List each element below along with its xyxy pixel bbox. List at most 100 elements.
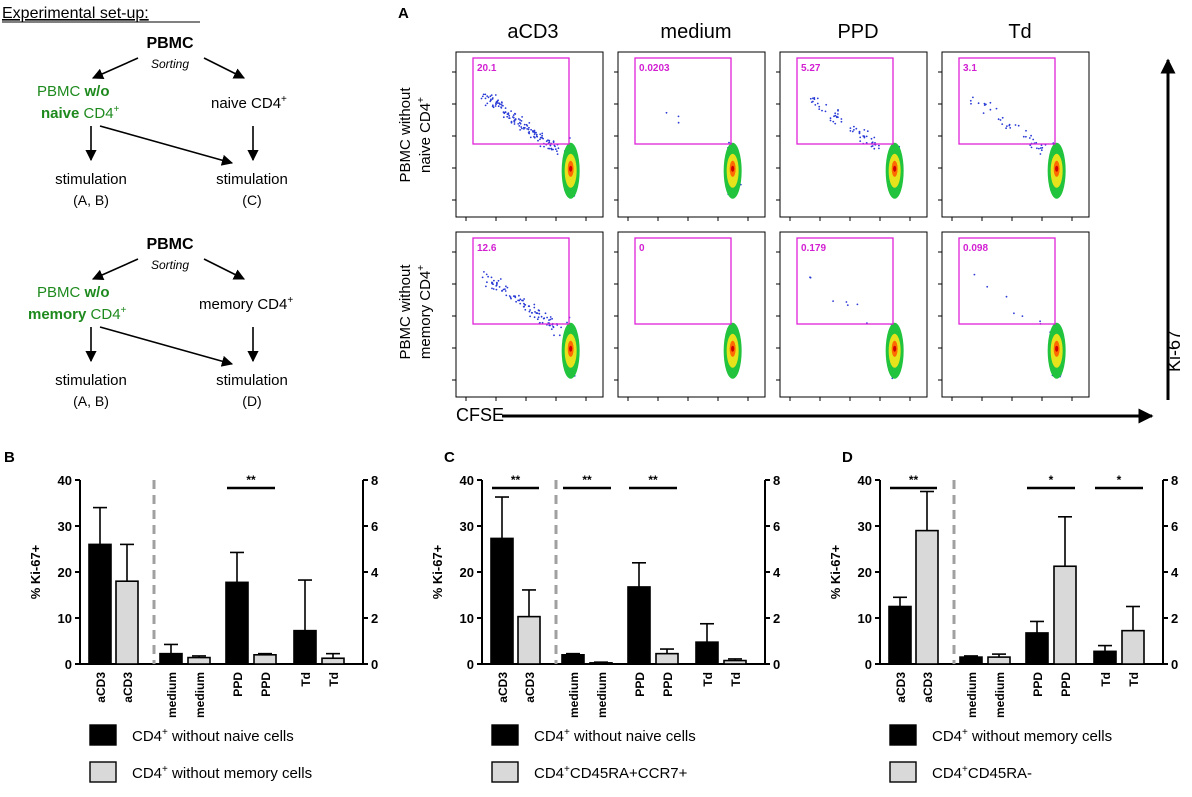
bar — [321, 657, 345, 665]
panel-label: B — [4, 449, 15, 466]
x-tick-label: medium — [193, 672, 207, 718]
y-tick-label: 10 — [58, 611, 72, 626]
y-axis-label: % Ki-67+ — [28, 544, 43, 599]
gate — [634, 237, 732, 325]
y-tick-label: 20 — [460, 565, 474, 580]
legend-swatch — [889, 761, 917, 783]
x-tick-label: Td — [1099, 672, 1113, 687]
x-tick-label: aCD3 — [523, 672, 537, 703]
y-right-tick-label: 4 — [371, 565, 379, 580]
sorting-label: Sorting — [151, 57, 189, 71]
bar — [1053, 565, 1077, 665]
stim-ab-2-sub: (A, B) — [73, 393, 109, 409]
flow-plot-r1-medium: 0.0203 — [614, 51, 766, 221]
significance-label: ** — [511, 473, 521, 487]
pbmc-wo-naive-label2: naive CD4+ — [41, 104, 120, 122]
bar — [187, 656, 211, 665]
flow-plot-r2-acd3: 12.6 — [452, 231, 604, 401]
y-right-tick-label: 8 — [371, 473, 378, 488]
stim-ab-2: stimulation — [55, 372, 127, 389]
panel-label: C — [444, 449, 455, 466]
x-tick-label: Td — [1127, 672, 1141, 687]
panel-label: D — [842, 449, 853, 466]
legend-label: CD4+ without naive cells — [534, 727, 696, 745]
col-header-ppd: PPD — [837, 21, 878, 43]
bar — [159, 652, 183, 665]
stim-ab-1: stimulation — [55, 171, 127, 188]
x-tick-label: aCD3 — [121, 672, 135, 703]
gate — [958, 57, 1056, 145]
naive-cd4-label: naive CD4+ — [211, 94, 287, 112]
gate-percentage: 0.0203 — [639, 63, 670, 74]
gate — [796, 237, 894, 325]
cell-population — [481, 271, 580, 379]
x-tick-label: Td — [327, 672, 341, 687]
x-tick-label: medium — [965, 672, 979, 718]
bar — [589, 662, 613, 665]
x-tick-label: PPD — [1059, 672, 1073, 697]
cfse-axis-label: CFSE — [456, 405, 504, 425]
bar — [655, 652, 679, 665]
bar-chart-c: C 0 10 20 30 40 0 2 4 6 8 % Ki-67+ aCD3 aCD3 medium med… — [430, 449, 781, 783]
ki67-axis-label: Ki-67 — [1164, 330, 1184, 372]
legend-swatch — [491, 761, 519, 783]
x-tick-label: PPD — [231, 672, 245, 697]
bar — [293, 629, 317, 665]
gate — [796, 57, 894, 145]
cell-population — [969, 96, 1066, 199]
bar — [561, 653, 585, 665]
x-tick-label: aCD3 — [496, 672, 510, 703]
gate-percentage: 5.27 — [801, 63, 821, 74]
y-tick-label: 10 — [460, 611, 474, 626]
flow-plot-r2-medium: 0 — [614, 231, 766, 401]
gate-percentage: 3.1 — [963, 63, 977, 74]
gate — [958, 237, 1056, 325]
legend-label: CD4+ without memory cells — [132, 764, 312, 782]
significance-label: ** — [648, 473, 658, 487]
significance-label: ** — [909, 473, 919, 487]
bar — [88, 543, 112, 665]
y-tick-label: 20 — [58, 565, 72, 580]
sorting-label-2: Sorting — [151, 258, 189, 272]
gate — [472, 237, 570, 325]
legend-label: CD4+ without memory cells — [932, 727, 1112, 745]
x-tick-label: Td — [701, 672, 715, 687]
bar — [115, 580, 139, 665]
flow-plot-r1-acd3: 20.1 — [452, 51, 604, 221]
y-tick-label: 10 — [858, 611, 872, 626]
y-tick-label: 30 — [58, 519, 72, 534]
bar — [987, 656, 1011, 665]
flow-plot-r2-td: 0.098 — [938, 231, 1090, 401]
x-tick-label: PPD — [661, 672, 675, 697]
y-right-tick-label: 4 — [1171, 565, 1179, 580]
gate-percentage: 0.098 — [963, 243, 988, 254]
y-tick-label: 0 — [65, 657, 72, 672]
gate-percentage: 20.1 — [477, 63, 497, 74]
bar — [723, 659, 747, 665]
y-tick-label: 40 — [858, 473, 872, 488]
flow-plot-grid: 20.1 0.0203 5.27 3.1 12.6 0 0.179 0.098 — [452, 51, 1090, 401]
y-right-tick-label: 0 — [371, 657, 378, 672]
bar — [888, 605, 912, 665]
cell-population — [809, 97, 904, 199]
x-tick-label: PPD — [633, 672, 647, 697]
y-right-tick-label: 6 — [371, 519, 378, 534]
y-right-tick-label: 0 — [1171, 657, 1178, 672]
x-tick-label: medium — [595, 672, 609, 718]
y-right-tick-label: 6 — [1171, 519, 1178, 534]
panel-a-label: A — [398, 5, 409, 22]
bar — [915, 529, 939, 665]
bar — [225, 581, 249, 665]
x-tick-label: aCD3 — [921, 672, 935, 703]
col-header-acd3: aCD3 — [507, 21, 558, 43]
x-tick-label: PPD — [259, 672, 273, 697]
bar — [959, 656, 983, 665]
pbmc-label: PBMC — [146, 35, 194, 52]
y-axis-label: % Ki-67+ — [430, 544, 445, 599]
legend-label: CD4+ without naive cells — [132, 727, 294, 745]
cell-population — [480, 93, 580, 199]
stim-c-sub: (C) — [242, 192, 261, 208]
y-right-tick-label: 8 — [773, 473, 780, 488]
